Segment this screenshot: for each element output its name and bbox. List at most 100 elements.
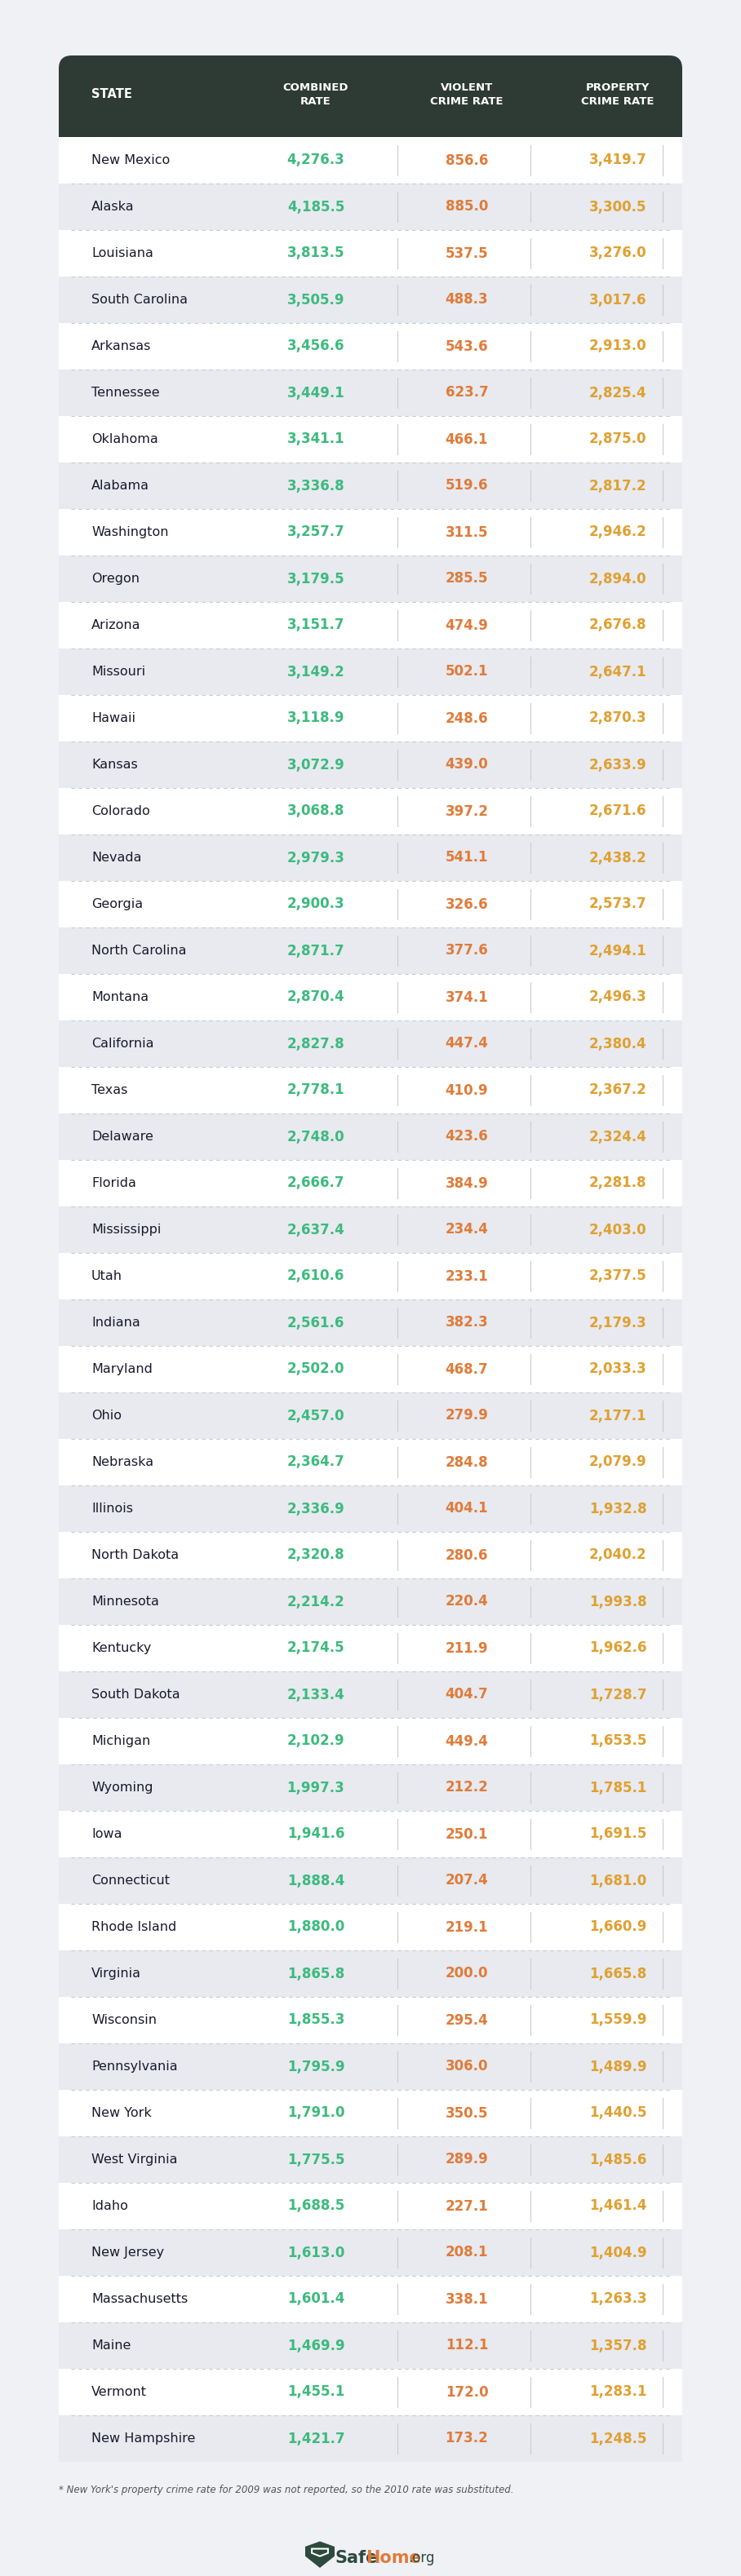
- Bar: [59, 137, 682, 183]
- Text: 2,457.0: 2,457.0: [287, 1409, 345, 1422]
- Text: 233.1: 233.1: [445, 1270, 488, 1283]
- Text: 2,040.2: 2,040.2: [589, 1548, 647, 1564]
- Text: 2,870.3: 2,870.3: [589, 711, 647, 726]
- Text: Maine: Maine: [91, 2339, 131, 2352]
- Bar: [59, 415, 682, 464]
- Bar: [59, 1394, 682, 1440]
- Text: 289.9: 289.9: [445, 2151, 488, 2166]
- Text: Virginia: Virginia: [91, 1968, 142, 1981]
- Text: Montana: Montana: [91, 992, 149, 1002]
- Text: 488.3: 488.3: [445, 294, 488, 307]
- Text: 384.9: 384.9: [445, 1175, 488, 1190]
- Text: 172.0: 172.0: [445, 2385, 488, 2398]
- Text: 410.9: 410.9: [445, 1082, 488, 1097]
- Text: 404.1: 404.1: [445, 1502, 488, 1517]
- Text: Nevada: Nevada: [91, 853, 142, 863]
- Text: 1,888.4: 1,888.4: [287, 1873, 345, 1888]
- Text: 2,946.2: 2,946.2: [589, 526, 647, 538]
- Text: 3,456.6: 3,456.6: [287, 340, 345, 353]
- Bar: [59, 1113, 682, 1159]
- Text: 1,681.0: 1,681.0: [589, 1873, 646, 1888]
- Text: 1,613.0: 1,613.0: [287, 2246, 345, 2259]
- Text: Delaware: Delaware: [91, 1131, 153, 1144]
- Text: 285.5: 285.5: [445, 572, 488, 587]
- Text: 219.1: 219.1: [445, 1919, 488, 1935]
- Bar: [59, 1440, 682, 1486]
- Text: Wisconsin: Wisconsin: [91, 2014, 156, 2027]
- Text: 2,870.4: 2,870.4: [287, 989, 345, 1005]
- Text: Utah: Utah: [91, 1270, 122, 1283]
- Text: 279.9: 279.9: [445, 1409, 488, 1422]
- Text: Georgia: Georgia: [91, 899, 143, 909]
- Text: New Hampshire: New Hampshire: [91, 2432, 196, 2445]
- Text: West Virginia: West Virginia: [91, 2154, 178, 2166]
- Text: 207.4: 207.4: [445, 1873, 488, 1888]
- Text: 350.5: 350.5: [445, 2105, 488, 2120]
- Text: 885.0: 885.0: [445, 198, 488, 214]
- Text: 2,174.5: 2,174.5: [287, 1641, 345, 1656]
- Text: STATE: STATE: [91, 88, 132, 100]
- Bar: [59, 368, 682, 415]
- Text: 2,647.1: 2,647.1: [589, 665, 647, 680]
- Text: 374.1: 374.1: [445, 989, 488, 1005]
- Bar: [59, 1996, 682, 2043]
- Text: 1,688.5: 1,688.5: [288, 2200, 345, 2213]
- Text: 1,469.9: 1,469.9: [287, 2339, 345, 2352]
- Text: 220.4: 220.4: [445, 1595, 488, 1610]
- Text: 1,785.1: 1,785.1: [589, 1780, 646, 1795]
- Bar: [59, 649, 682, 696]
- Bar: [59, 276, 682, 322]
- Text: 1,997.3: 1,997.3: [287, 1780, 345, 1795]
- Text: 1,993.8: 1,993.8: [589, 1595, 647, 1610]
- Bar: [59, 603, 682, 649]
- Text: 541.1: 541.1: [445, 850, 488, 866]
- Bar: [59, 95, 682, 137]
- Text: 2,336.9: 2,336.9: [287, 1502, 345, 1517]
- Text: 2,367.2: 2,367.2: [589, 1082, 647, 1097]
- Bar: [59, 464, 682, 510]
- Text: 537.5: 537.5: [445, 245, 488, 260]
- Bar: [59, 2275, 682, 2324]
- FancyBboxPatch shape: [59, 2416, 682, 2463]
- Text: 2,871.7: 2,871.7: [287, 943, 345, 958]
- Text: 2,900.3: 2,900.3: [287, 896, 345, 912]
- Text: Rhode Island: Rhode Island: [91, 1922, 176, 1932]
- Bar: [59, 1950, 682, 1996]
- Text: PROPERTY
CRIME RATE: PROPERTY CRIME RATE: [581, 82, 654, 106]
- Text: 2,177.1: 2,177.1: [589, 1409, 647, 1422]
- Text: 447.4: 447.4: [445, 1036, 488, 1051]
- Text: 3,276.0: 3,276.0: [589, 245, 647, 260]
- Text: Minnesota: Minnesota: [91, 1595, 159, 1607]
- Text: 2,324.4: 2,324.4: [589, 1128, 647, 1144]
- Bar: [59, 1066, 682, 1113]
- Text: Tennessee: Tennessee: [91, 386, 159, 399]
- Bar: [59, 2228, 682, 2275]
- Text: Vermont: Vermont: [91, 2385, 147, 2398]
- Text: 3,257.7: 3,257.7: [287, 526, 345, 538]
- Text: VIOLENT
CRIME RATE: VIOLENT CRIME RATE: [431, 82, 503, 106]
- Text: 3,017.6: 3,017.6: [589, 294, 647, 307]
- Text: 2,676.8: 2,676.8: [589, 618, 647, 634]
- Text: 474.9: 474.9: [445, 618, 488, 634]
- Text: 2,748.0: 2,748.0: [287, 1128, 345, 1144]
- Text: Arkansas: Arkansas: [91, 340, 151, 353]
- Bar: [59, 696, 682, 742]
- Bar: [59, 1811, 682, 1857]
- Text: 519.6: 519.6: [445, 479, 488, 492]
- Text: Nebraska: Nebraska: [91, 1455, 153, 1468]
- Text: South Dakota: South Dakota: [91, 1687, 180, 1700]
- Text: 423.6: 423.6: [445, 1128, 488, 1144]
- Text: 3,813.5: 3,813.5: [287, 245, 345, 260]
- Text: 311.5: 311.5: [445, 526, 488, 538]
- Text: Alabama: Alabama: [91, 479, 150, 492]
- Text: Illinois: Illinois: [91, 1502, 133, 1515]
- Text: 1,489.9: 1,489.9: [589, 2058, 647, 2074]
- Bar: [59, 1206, 682, 1252]
- Text: Iowa: Iowa: [91, 1829, 122, 1839]
- Text: 200.0: 200.0: [445, 1965, 488, 1981]
- Text: 3,336.8: 3,336.8: [287, 479, 345, 492]
- Text: Mississippi: Mississippi: [91, 1224, 161, 1236]
- Text: * New York's property crime rate for 2009 was not reported, so the 2010 rate was: * New York's property crime rate for 200…: [59, 2486, 514, 2496]
- Text: 1,728.7: 1,728.7: [589, 1687, 647, 1703]
- Text: 2,561.6: 2,561.6: [287, 1316, 345, 1329]
